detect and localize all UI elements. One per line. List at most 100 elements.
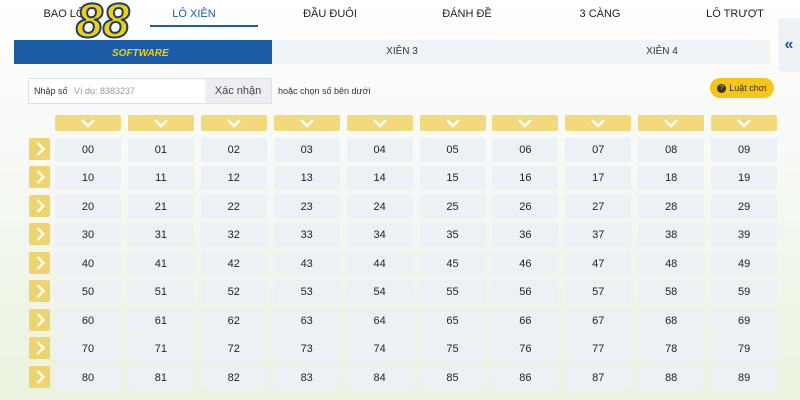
number-cell[interactable]: 79 [711, 337, 778, 362]
column-select[interactable] [273, 115, 340, 131]
number-cell[interactable]: 73 [273, 337, 340, 362]
number-cell[interactable]: 41 [127, 251, 194, 276]
number-cell[interactable]: 24 [346, 194, 413, 219]
number-cell[interactable]: 13 [273, 166, 340, 191]
number-cell[interactable]: 42 [200, 251, 267, 276]
rules-button[interactable]: ? Luật chơi [710, 78, 774, 98]
number-cell[interactable]: 88 [638, 365, 705, 390]
column-select[interactable] [638, 115, 705, 131]
number-cell[interactable]: 45 [419, 251, 486, 276]
number-cell[interactable]: 37 [565, 223, 632, 248]
number-cell[interactable]: 56 [492, 280, 559, 305]
number-cell[interactable]: 19 [711, 166, 778, 191]
number-cell[interactable]: 77 [565, 337, 632, 362]
number-cell[interactable]: 36 [492, 223, 559, 248]
number-cell[interactable]: 64 [346, 308, 413, 333]
number-cell[interactable]: 63 [273, 308, 340, 333]
number-cell[interactable]: 67 [565, 308, 632, 333]
number-cell[interactable]: 70 [55, 337, 121, 362]
number-cell[interactable]: 22 [200, 194, 267, 219]
number-cell[interactable]: 28 [638, 194, 705, 219]
number-cell[interactable]: 72 [200, 337, 267, 362]
row-select[interactable] [29, 365, 50, 388]
number-cell[interactable]: 61 [127, 308, 194, 333]
number-cell[interactable]: 04 [346, 138, 413, 162]
column-select[interactable] [711, 115, 778, 131]
number-cell[interactable]: 48 [638, 251, 705, 276]
tab[interactable]: ĐẦU ĐUÔI [303, 8, 357, 20]
number-cell[interactable]: 21 [127, 194, 194, 219]
number-cell[interactable]: 01 [127, 138, 194, 162]
number-cell[interactable]: 29 [711, 194, 778, 219]
number-cell[interactable]: 86 [492, 365, 559, 390]
row-select[interactable] [29, 223, 50, 246]
subtab[interactable]: XIÊN 3 [386, 46, 418, 57]
tab[interactable]: LÔ TRƯỢT [706, 8, 764, 20]
column-select[interactable] [127, 115, 194, 131]
number-cell[interactable]: 81 [127, 365, 194, 390]
number-cell[interactable]: 89 [711, 365, 778, 390]
number-cell[interactable]: 03 [273, 138, 340, 162]
number-cell[interactable]: 55 [419, 280, 486, 305]
number-cell[interactable]: 12 [200, 166, 267, 191]
number-cell[interactable]: 54 [346, 280, 413, 305]
number-cell[interactable]: 02 [200, 138, 267, 162]
number-cell[interactable]: 15 [419, 166, 486, 191]
number-cell[interactable]: 51 [127, 280, 194, 305]
number-cell[interactable]: 32 [200, 223, 267, 248]
number-cell[interactable]: 83 [273, 365, 340, 390]
number-cell[interactable]: 78 [638, 337, 705, 362]
number-cell[interactable]: 11 [127, 166, 194, 191]
subtab[interactable]: XIÊN 4 [646, 46, 678, 57]
number-cell[interactable]: 00 [55, 138, 121, 162]
number-cell[interactable]: 05 [419, 138, 486, 162]
number-cell[interactable]: 71 [127, 337, 194, 362]
number-cell[interactable]: 34 [346, 223, 413, 248]
number-cell[interactable]: 10 [55, 166, 121, 191]
number-cell[interactable]: 06 [492, 138, 559, 162]
number-cell[interactable]: 14 [346, 166, 413, 191]
number-cell[interactable]: 60 [55, 308, 121, 333]
number-cell[interactable]: 18 [638, 166, 705, 191]
number-cell[interactable]: 35 [419, 223, 486, 248]
number-cell[interactable]: 16 [492, 166, 559, 191]
number-cell[interactable]: 80 [55, 365, 121, 390]
number-cell[interactable]: 84 [346, 365, 413, 390]
tab-active[interactable]: LÔ XIÊN [172, 8, 216, 20]
number-cell[interactable]: 40 [55, 251, 121, 276]
row-select[interactable] [29, 166, 50, 189]
column-select[interactable] [55, 115, 121, 131]
number-cell[interactable]: 31 [127, 223, 194, 248]
number-cell[interactable]: 25 [419, 194, 486, 219]
number-cell[interactable]: 07 [565, 138, 632, 162]
number-cell[interactable]: 87 [565, 365, 632, 390]
number-cell[interactable]: 76 [492, 337, 559, 362]
number-cell[interactable]: 82 [200, 365, 267, 390]
number-cell[interactable]: 50 [55, 280, 121, 305]
number-cell[interactable]: 65 [419, 308, 486, 333]
number-cell[interactable]: 27 [565, 194, 632, 219]
number-cell[interactable]: 47 [565, 251, 632, 276]
number-cell[interactable]: 43 [273, 251, 340, 276]
column-select[interactable] [346, 115, 413, 131]
row-select[interactable] [29, 337, 50, 360]
number-cell[interactable]: 33 [273, 223, 340, 248]
row-select[interactable] [29, 138, 50, 160]
number-cell[interactable]: 85 [419, 365, 486, 390]
tab[interactable]: BAO LÔ [43, 8, 85, 20]
tab[interactable]: 3 CÀNG [579, 8, 621, 20]
column-select[interactable] [565, 115, 632, 131]
number-cell[interactable]: 59 [711, 280, 778, 305]
row-select[interactable] [29, 194, 50, 217]
column-select[interactable] [492, 115, 559, 131]
row-select[interactable] [29, 251, 50, 274]
number-cell[interactable]: 66 [492, 308, 559, 333]
number-cell[interactable]: 44 [346, 251, 413, 276]
confirm-button[interactable]: Xác nhận [205, 79, 271, 103]
column-select[interactable] [419, 115, 486, 131]
number-cell[interactable]: 23 [273, 194, 340, 219]
number-cell[interactable]: 30 [55, 223, 121, 248]
input-placeholder[interactable]: Ví dụ: 8383237 [74, 86, 136, 96]
column-select[interactable] [200, 115, 267, 131]
number-cell[interactable]: 46 [492, 251, 559, 276]
